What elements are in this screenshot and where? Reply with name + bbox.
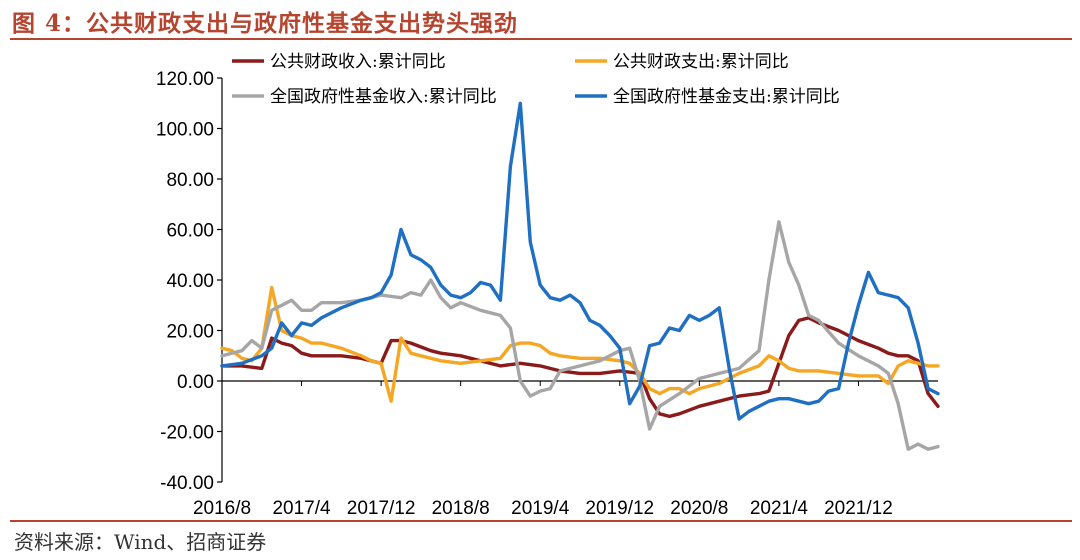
series-layer xyxy=(220,101,940,451)
x-tick-label: 2019/4 xyxy=(511,498,570,519)
x-tick-label: 2016/8 xyxy=(193,498,251,519)
legend-label-3: 全国政府性基金收入:累计同比 xyxy=(270,87,497,107)
y-tick-label: -20.00 xyxy=(160,423,214,444)
title-rule xyxy=(10,38,1072,40)
series-line-4 xyxy=(220,101,940,421)
x-tick-label: 2020/8 xyxy=(670,498,728,519)
figure-title: 图 4：公共财政支出与政府性基金支出势头强劲 xyxy=(12,10,519,37)
y-tick-label: 120.00 xyxy=(156,69,214,90)
x-tick-label: 2021/12 xyxy=(824,498,893,519)
legend-label-1: 公共财政收入:累计同比 xyxy=(270,52,446,72)
y-tick-label: 20.00 xyxy=(166,322,214,343)
y-tick-label: 100.00 xyxy=(156,120,214,141)
bottom-rule xyxy=(10,520,1072,522)
y-tick-label: 40.00 xyxy=(166,271,214,292)
x-tick-label: 2018/8 xyxy=(432,498,490,519)
y-tick-label: 80.00 xyxy=(166,170,214,191)
series-line-2 xyxy=(220,285,940,403)
legend-label-4: 全国政府性基金支出:累计同比 xyxy=(613,87,840,107)
legend-label-2: 公共财政支出:累计同比 xyxy=(613,52,789,72)
y-tick-label: 60.00 xyxy=(166,221,214,242)
x-tick-label: 2017/12 xyxy=(347,498,416,519)
y-tick-label: -40.00 xyxy=(160,473,214,494)
series-line-3 xyxy=(220,220,940,451)
source-note: 资料来源：Wind、招商证券 xyxy=(14,530,267,554)
chart-axes: 120.00 100.00 80.00 60.00 40.00 20.00 0.00 -20.… xyxy=(156,69,938,519)
y-tick-label: 0.00 xyxy=(177,372,214,393)
series-line-1 xyxy=(220,316,940,419)
x-tick-label: 2017/4 xyxy=(272,498,331,519)
x-tick-label: 2019/12 xyxy=(585,498,654,519)
line-chart: 120.00 100.00 80.00 60.00 40.00 20.00 0.00 -20.… xyxy=(156,52,940,519)
x-tick-label: 2021/4 xyxy=(750,498,809,519)
